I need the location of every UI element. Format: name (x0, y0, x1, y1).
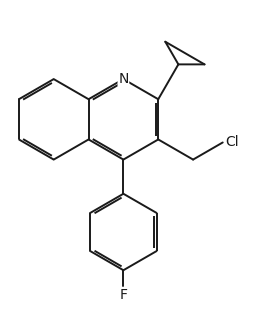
Text: Cl: Cl (224, 135, 237, 149)
Text: F: F (119, 288, 127, 302)
Text: N: N (118, 72, 128, 86)
